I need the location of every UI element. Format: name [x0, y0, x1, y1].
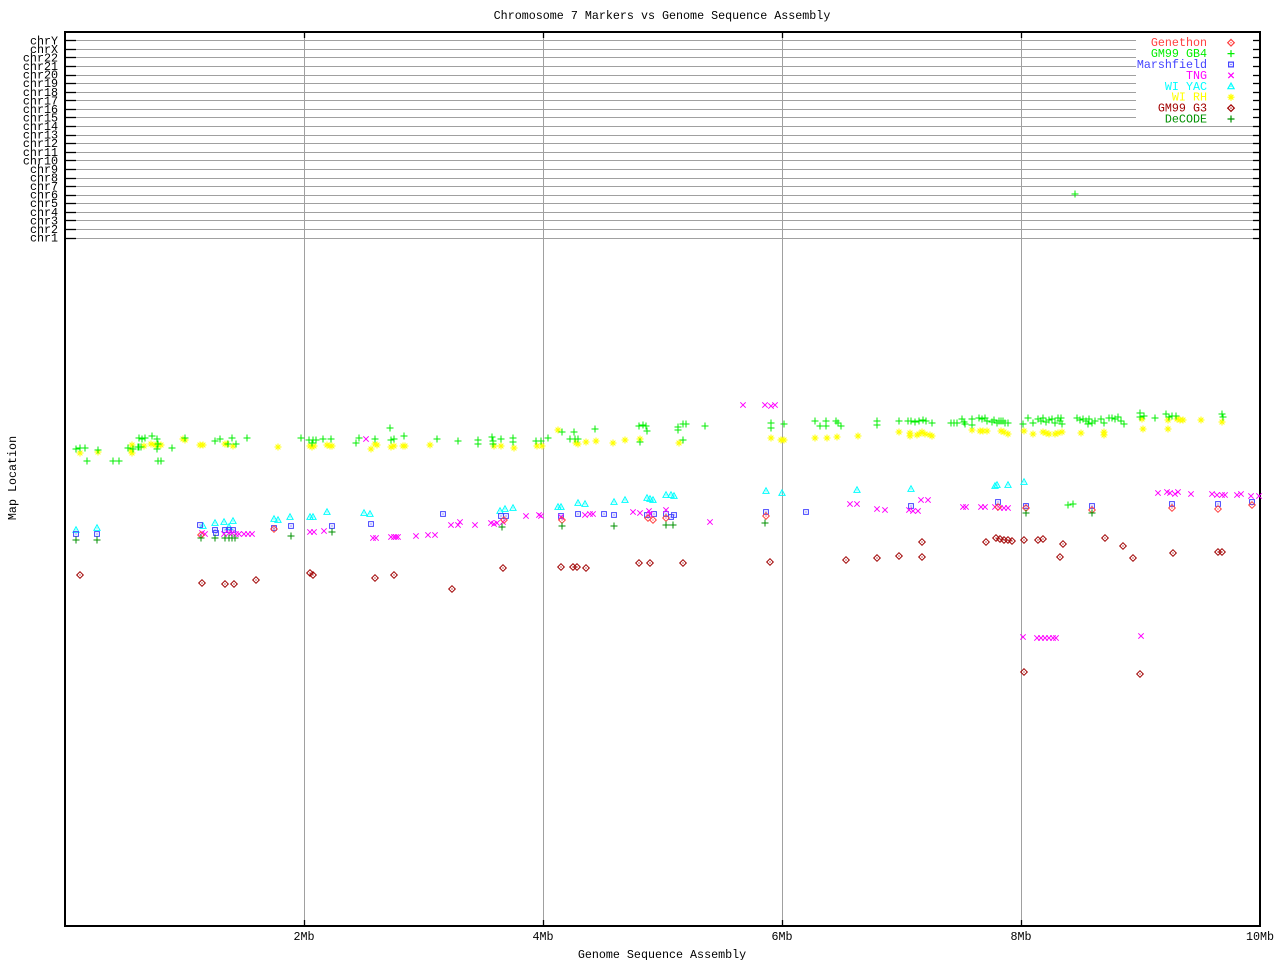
svg-text:2Mb: 2Mb	[293, 930, 314, 944]
svg-text:chr1: chr1	[30, 232, 58, 246]
svg-text:chrY: chrY	[30, 34, 58, 48]
svg-text:chr10: chr10	[23, 154, 58, 168]
svg-text:chr11: chr11	[23, 146, 58, 160]
svg-text:chr22: chr22	[23, 52, 58, 66]
svg-text:chr14: chr14	[23, 120, 58, 134]
svg-text:10Mb: 10Mb	[1246, 930, 1274, 944]
svg-text:DeCODE: DeCODE	[1165, 113, 1207, 127]
svg-text:chr19: chr19	[23, 77, 58, 91]
svg-text:GM99 GB4: GM99 GB4	[1151, 47, 1207, 61]
svg-text:chr20: chr20	[23, 69, 58, 83]
svg-text:WI YAC: WI YAC	[1165, 80, 1207, 94]
svg-text:chr3: chr3	[30, 214, 58, 228]
svg-text:TNG: TNG	[1186, 69, 1207, 83]
svg-text:chr17: chr17	[23, 94, 58, 108]
svg-text:chr4: chr4	[30, 206, 58, 220]
svg-text:chr5: chr5	[30, 197, 58, 211]
svg-text:chrX: chrX	[30, 43, 58, 57]
svg-text:Genethon: Genethon	[1151, 36, 1207, 50]
svg-text:chr6: chr6	[30, 189, 58, 203]
svg-text:Marshfield: Marshfield	[1137, 58, 1207, 72]
svg-text:chr8: chr8	[30, 172, 58, 186]
svg-text:6Mb: 6Mb	[771, 930, 792, 944]
svg-text:chr15: chr15	[23, 112, 58, 126]
svg-text:4Mb: 4Mb	[532, 930, 553, 944]
svg-text:chr2: chr2	[30, 223, 58, 237]
svg-text:chr13: chr13	[23, 129, 58, 143]
svg-text:8Mb: 8Mb	[1010, 930, 1031, 944]
svg-text:chr21: chr21	[23, 60, 58, 74]
svg-text:Map Location: Map Location	[6, 436, 20, 520]
svg-text:chr18: chr18	[23, 86, 58, 100]
svg-text:chr9: chr9	[30, 163, 58, 177]
svg-text:chr7: chr7	[30, 180, 58, 194]
svg-text:chr16: chr16	[23, 103, 58, 117]
svg-text:Genome Sequence Assembly: Genome Sequence Assembly	[578, 948, 746, 960]
svg-text:Chromosome 7 Markers vs Genome: Chromosome 7 Markers vs Genome Sequence …	[494, 9, 831, 23]
svg-text:WI RH: WI RH	[1172, 91, 1207, 105]
svg-text:GM99 G3: GM99 G3	[1158, 102, 1207, 116]
svg-text:chr12: chr12	[23, 137, 58, 151]
